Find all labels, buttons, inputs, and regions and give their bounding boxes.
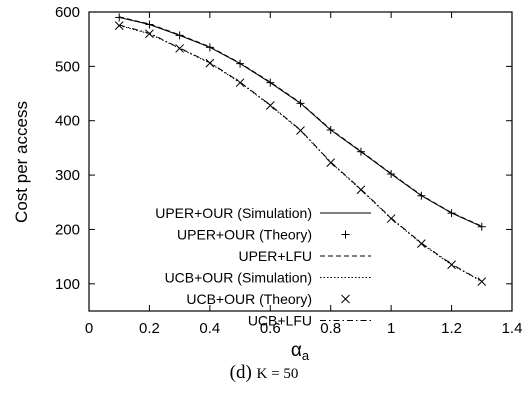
series-line — [119, 16, 483, 228]
legend-marker — [341, 230, 350, 239]
data-point — [175, 31, 184, 40]
x-axis-label-main: α — [291, 340, 302, 360]
x-tick-label: 1.4 — [502, 320, 523, 337]
data-point — [265, 101, 275, 110]
y-tick-label: 200 — [55, 221, 80, 238]
legend-label: UCB+OUR (Theory) — [186, 291, 312, 307]
x-axis-label-subscript: a — [302, 348, 310, 360]
x-axis-label: αa — [291, 340, 310, 360]
x-tick-label: 1 — [387, 320, 395, 337]
series-5 — [114, 21, 487, 286]
y-tick-label: 500 — [55, 58, 80, 75]
legend-marker — [341, 294, 350, 304]
x-tick-label: 0.4 — [199, 320, 220, 337]
data-point — [447, 209, 456, 218]
series-line — [119, 25, 483, 283]
data-point — [477, 222, 486, 231]
data-point — [114, 21, 124, 30]
series-2 — [115, 13, 486, 231]
legend-item: UPER+LFU — [238, 248, 371, 264]
data-point — [266, 78, 275, 87]
legend: UPER+OUR (Simulation) UPER+OUR (Theory) UP… — [155, 205, 371, 329]
series-1 — [119, 16, 483, 228]
data-point — [477, 277, 487, 286]
legend-label: UCB+LFU — [248, 313, 312, 329]
legend-item: UCB+OUR (Simulation) — [165, 270, 371, 286]
legend-item: UPER+OUR (Theory) — [177, 227, 350, 243]
series-3 — [119, 16, 483, 227]
legend-label: UPER+OUR (Simulation) — [155, 205, 312, 221]
legend-item: UPER+OUR (Simulation) — [155, 205, 371, 221]
caption-label: (d) — [229, 362, 252, 383]
y-axis-label: Cost per access — [12, 101, 31, 223]
legend-item: UCB+LFU — [248, 313, 371, 329]
legend-label: UPER+LFU — [238, 248, 312, 264]
data-point — [205, 43, 214, 52]
series-layer — [114, 13, 487, 286]
plot-frame — [88, 11, 513, 312]
data-point — [387, 170, 396, 179]
caption-text: K = 50 — [256, 366, 299, 382]
x-tick-label: 1.2 — [441, 320, 462, 337]
series-6 — [119, 24, 483, 282]
legend-label: UCB+OUR (Simulation) — [165, 270, 312, 286]
legend-item: UCB+OUR (Theory) — [186, 291, 350, 307]
axis-ticks: 0 0.2 0.4 0.6 0.8 1 1.2 1.4 100 200 300 400 500 600 — [55, 4, 522, 337]
y-tick-label: 300 — [55, 167, 80, 184]
series-line — [119, 16, 483, 227]
data-point — [326, 158, 336, 167]
y-tick-label: 400 — [55, 113, 80, 130]
x-tick-label: 0 — [85, 320, 93, 337]
y-tick-label: 100 — [55, 276, 80, 293]
series-4 — [119, 25, 483, 283]
figure-caption: (d) K = 50 — [0, 362, 528, 384]
legend-label: UPER+OUR (Theory) — [177, 227, 312, 243]
line-chart: 0 0.2 0.4 0.6 0.8 1 1.2 1.4 100 200 300 400 500 600 U… — [12, 4, 522, 360]
data-point — [175, 44, 184, 53]
y-tick-label: 600 — [55, 4, 80, 21]
x-tick-label: 0.8 — [320, 320, 341, 337]
x-tick-label: 0.6 — [260, 320, 281, 337]
x-tick-label: 0.2 — [139, 320, 160, 337]
series-line — [119, 24, 483, 282]
